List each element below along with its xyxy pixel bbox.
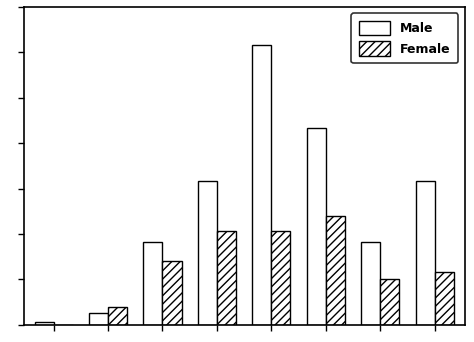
Bar — [108, 307, 127, 325]
Bar — [307, 128, 326, 325]
Bar — [252, 45, 271, 325]
Bar — [163, 261, 182, 325]
Bar — [217, 231, 236, 325]
Bar — [271, 231, 291, 325]
Bar — [89, 313, 108, 325]
Bar — [35, 322, 54, 325]
Bar — [144, 241, 163, 325]
Bar — [416, 181, 435, 325]
Bar — [435, 272, 454, 325]
Legend: Male, Female: Male, Female — [351, 13, 458, 63]
Bar — [198, 181, 217, 325]
Bar — [361, 241, 380, 325]
Bar — [380, 279, 399, 325]
Bar — [326, 216, 345, 325]
